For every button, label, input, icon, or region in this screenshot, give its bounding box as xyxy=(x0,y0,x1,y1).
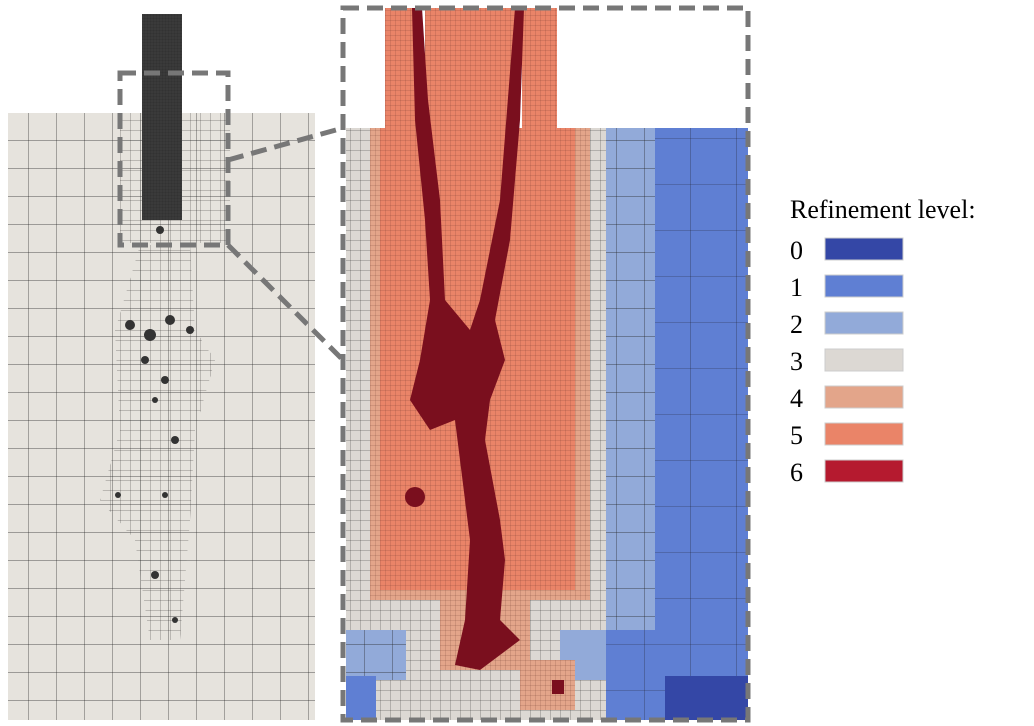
legend-label: 5 xyxy=(790,421,803,450)
full-mesh xyxy=(8,14,343,720)
legend-label: 6 xyxy=(790,458,803,487)
zoom-mesh xyxy=(346,8,748,720)
mesh-lines xyxy=(655,128,748,720)
mesh-lines xyxy=(520,660,575,710)
legend-swatch xyxy=(825,460,903,482)
refined-blob xyxy=(552,680,564,694)
mesh-lines xyxy=(606,630,658,720)
mesh-region xyxy=(346,676,376,720)
legend-label: 4 xyxy=(790,384,803,413)
legend-swatch xyxy=(825,238,903,260)
refined-blob xyxy=(405,487,425,507)
legend-label: 0 xyxy=(790,236,803,265)
page: {"legend": {"title": "Refinement level:"… xyxy=(0,0,1034,726)
legend-swatch xyxy=(825,386,903,408)
legend-label: 2 xyxy=(790,310,803,339)
legend-title: Refinement level: xyxy=(790,195,976,224)
mesh-lines xyxy=(425,8,517,128)
mesh-lines xyxy=(522,8,557,128)
mesh-lines xyxy=(606,128,658,630)
legend-swatch xyxy=(825,275,903,297)
legend-swatch xyxy=(825,312,903,334)
mesh-lines xyxy=(346,630,406,680)
figure: Refinement level: 0 1 2 3 4 5 6 xyxy=(0,0,1034,726)
legend-swatch xyxy=(825,349,903,371)
legend-swatch xyxy=(825,423,903,445)
legend-label: 3 xyxy=(790,347,803,376)
legend: Refinement level: 0 1 2 3 4 5 6 xyxy=(790,195,976,487)
mesh-region xyxy=(665,676,748,720)
legend-label: 1 xyxy=(790,273,803,302)
